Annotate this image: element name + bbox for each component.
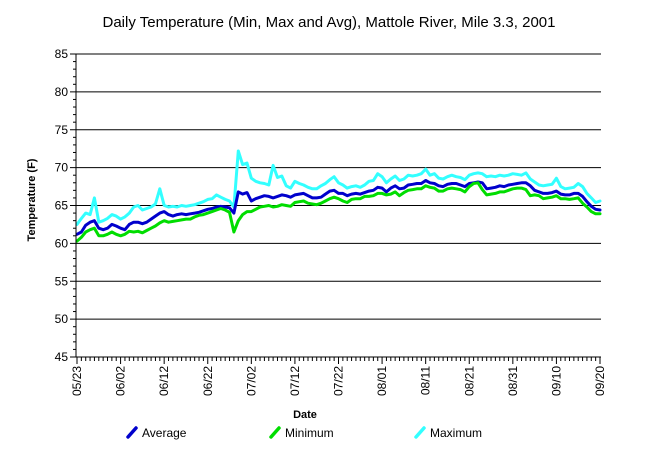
y-tick-label: 85 [55, 47, 69, 61]
series-line-maximum [75, 149, 602, 226]
legend-item-minimum: Minimum [269, 426, 334, 440]
x-tick-label: 06/22 [201, 366, 215, 396]
x-tick-label: 08/21 [462, 366, 476, 396]
x-tick-label: 08/11 [419, 366, 433, 395]
series-lines [75, 149, 602, 243]
legend-item-average: Average [126, 426, 187, 440]
y-tick-label: 60 [55, 236, 69, 250]
legend: Average Minimum Maximum [126, 426, 482, 440]
y-tick-label: 80 [55, 85, 69, 99]
x-tick-label: 07/02 [244, 366, 258, 396]
y-tick-label: 55 [55, 274, 69, 288]
y-axis-ticks: 45 50 55 60 65 70 75 80 85 [55, 47, 76, 364]
axes [75, 54, 601, 358]
chart-title: Daily Temperature (Min, Max and Avg), Ma… [103, 14, 556, 31]
y-tick-label: 50 [55, 312, 69, 326]
y-axis-label: Temperature (F) [26, 158, 38, 241]
x-tick-label: 06/12 [157, 366, 171, 396]
series-line-average [75, 179, 602, 236]
legend-item-maximum: Maximum [414, 426, 482, 440]
x-tick-label: 07/22 [332, 366, 346, 396]
x-tick-label: 09/10 [549, 366, 563, 396]
legend-swatch [126, 426, 138, 439]
x-tick-label: 05/23 [70, 366, 84, 396]
x-tick-label: 08/01 [375, 366, 389, 396]
legend-label: Minimum [285, 426, 334, 440]
y-tick-label: 70 [55, 161, 69, 175]
legend-label: Maximum [430, 426, 482, 440]
y-tick-label: 45 [55, 350, 69, 364]
x-axis-ticks: 05/23 06/02 06/12 06/22 07/02 07/12 07/22 08/01… [70, 357, 607, 396]
x-tick-label: 07/12 [288, 366, 302, 396]
legend-swatch [269, 426, 281, 439]
x-axis-label: Date [293, 409, 317, 421]
legend-label: Average [142, 426, 187, 440]
legend-swatch [414, 426, 426, 439]
x-tick-label: 06/02 [114, 366, 128, 396]
y-tick-label: 75 [55, 123, 69, 137]
gridlines [76, 53, 601, 320]
series-line-minimum [75, 181, 602, 243]
y-tick-label: 65 [55, 199, 69, 213]
x-tick-label: 09/20 [593, 366, 607, 396]
x-tick-label: 08/31 [506, 366, 520, 396]
